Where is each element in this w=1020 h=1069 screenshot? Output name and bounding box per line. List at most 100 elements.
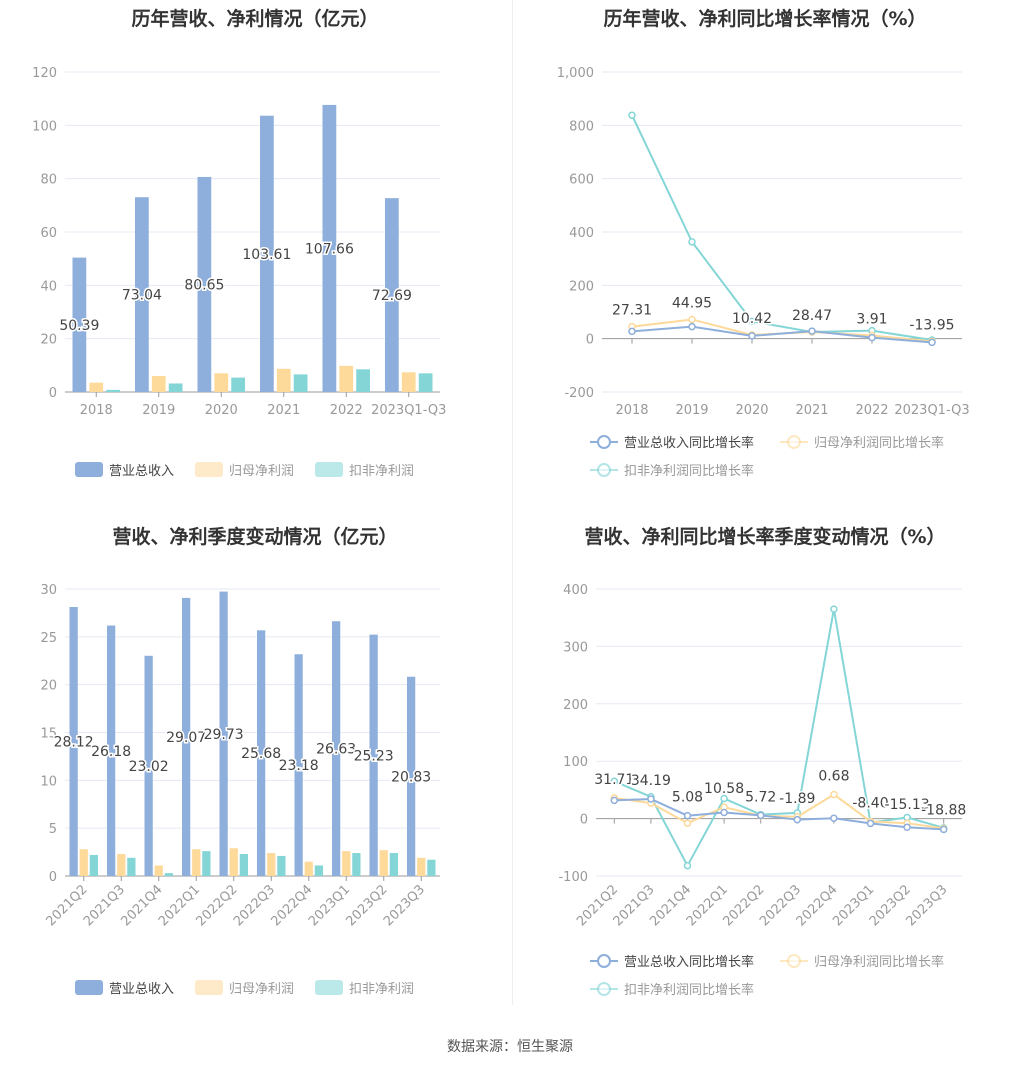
legend-marker-归母净利润同比增长率[interactable]: [787, 954, 801, 968]
x-tick-label: 2022: [330, 403, 363, 418]
legend-label-归母净利润[interactable]: 归母净利润: [229, 982, 294, 997]
line-data-label: -8.40: [852, 795, 888, 811]
x-tick-label: 2019: [142, 403, 175, 418]
point-营业总收入同比增长率: [756, 811, 765, 820]
point-扣非净利润同比增长率: [720, 794, 728, 803]
bar-归母净利润: [192, 849, 201, 876]
chart-title-quarterly-revenue: 营收、净利季度变动情况（亿元）: [112, 526, 398, 548]
bar-data-label: 72.69: [372, 288, 412, 304]
legend-swatch-营业总收入[interactable]: [75, 980, 103, 995]
line-data-label: 0.68: [818, 768, 849, 784]
y-tick-label: 5: [49, 822, 57, 837]
x-tick-label: 2018: [615, 403, 648, 418]
line-data-label: 5.08: [672, 790, 703, 806]
legend-label-扣非净利润同比增长率[interactable]: 扣非净利润同比增长率: [624, 463, 754, 479]
legend-marker-归母净利润同比增长率[interactable]: [787, 435, 801, 449]
point-营业总收入同比增长率: [610, 796, 619, 805]
x-tick-label: 2021: [795, 403, 828, 418]
line-data-label: 5.72: [745, 789, 776, 805]
legend-marker-营业总收入同比增长率[interactable]: [597, 954, 611, 968]
panel-divider: [512, 0, 513, 1005]
bar-扣非净利润: [352, 853, 361, 876]
legend-marker-扣非净利润同比增长率[interactable]: [597, 982, 611, 996]
legend-label-营业总收入同比增长率[interactable]: 营业总收入同比增长率: [624, 435, 754, 451]
legend-swatch-归母净利润[interactable]: [195, 980, 223, 995]
bar-营业总收入: [385, 198, 399, 392]
legend-label-营业总收入[interactable]: 营业总收入: [109, 464, 174, 479]
bar-扣非净利润: [293, 374, 308, 392]
x-tick-label: 2020: [735, 403, 768, 418]
y-tick-label: 30: [40, 583, 57, 598]
point-营业总收入同比增长率: [683, 811, 692, 820]
x-tick-label: 2020: [205, 403, 238, 418]
legend-swatch-扣非净利润[interactable]: [315, 462, 343, 477]
bar-归母净利润: [379, 850, 388, 876]
line-data-label: 44.95: [672, 295, 712, 311]
legend-marker-扣非净利润同比增长率[interactable]: [597, 463, 611, 477]
bar-扣非净利润: [427, 859, 436, 876]
legend-swatch-归母净利润[interactable]: [195, 462, 223, 477]
legend-label-扣非净利润[interactable]: 扣非净利润: [349, 982, 414, 997]
y-tick-label: 25: [40, 631, 57, 646]
bar-扣非净利润: [168, 383, 183, 392]
legend-swatch-营业总收入[interactable]: [75, 462, 103, 477]
line-data-label: 27.31: [612, 303, 652, 319]
legend-label-归母净利润同比增长率[interactable]: 归母净利润同比增长率: [814, 435, 944, 451]
point-营业总收入同比增长率: [688, 322, 696, 331]
point-营业总收入同比增长率: [628, 327, 636, 336]
legend-label-营业总收入同比增长率[interactable]: 营业总收入同比增长率: [624, 954, 754, 970]
y-tick-label: 100: [32, 119, 57, 134]
line-data-label: 34.19: [631, 773, 671, 789]
chart-title-quarterly-growth: 营收、净利同比增长率季度变动情况（%）: [584, 526, 946, 548]
bar-data-label: 23.18: [279, 758, 319, 774]
legend-swatch-扣非净利润[interactable]: [315, 980, 343, 995]
bar-营业总收入: [322, 104, 337, 392]
legend-label-营业总收入[interactable]: 营业总收入: [109, 982, 174, 997]
bar-归母净利润: [304, 861, 313, 876]
bar-营业总收入: [219, 591, 228, 876]
x-tick-label: 2022: [855, 403, 888, 418]
bar-扣非净利润: [356, 369, 370, 392]
legend-label-扣非净利润[interactable]: 扣非净利润: [349, 464, 414, 479]
point-扣非净利润同比增长率: [683, 861, 692, 870]
legend-marker-营业总收入同比增长率[interactable]: [597, 435, 611, 449]
bar-data-label: 26.63: [316, 742, 356, 758]
bar-data-label: 50.39: [59, 318, 99, 334]
x-tick-label: 2021: [267, 403, 300, 418]
point-营业总收入同比增长率: [720, 808, 728, 817]
legend-label-归母净利润同比增长率[interactable]: 归母净利润同比增长率: [814, 954, 944, 970]
y-tick-label: 60: [40, 226, 57, 241]
bar-营业总收入: [407, 676, 416, 876]
y-tick-label: 80: [40, 173, 57, 188]
point-营业总收入同比增长率: [939, 825, 948, 834]
y-tick-label: 400: [569, 226, 594, 241]
line-data-label: 28.47: [792, 308, 832, 324]
point-归母净利润同比增长率: [683, 819, 692, 827]
bar-营业总收入: [332, 621, 341, 876]
bar-归母净利润: [151, 376, 166, 392]
point-扣非净利润同比增长率: [688, 238, 696, 246]
legend-label-归母净利润[interactable]: 归母净利润: [229, 464, 294, 479]
y-tick-label: 120: [32, 66, 57, 81]
y-tick-label: 1,000: [557, 66, 594, 81]
line-data-label: -15.13: [885, 797, 930, 813]
y-tick-label: 400: [563, 583, 588, 598]
line-营业总收入同比增长率: [614, 797, 944, 831]
line-data-label: -1.89: [779, 791, 815, 807]
legend-label-扣非净利润同比增长率[interactable]: 扣非净利润同比增长率: [624, 982, 754, 998]
point-扣非净利润同比增长率: [830, 605, 838, 613]
y-tick-label: 15: [40, 727, 57, 742]
bar-data-label: 25.68: [241, 746, 281, 762]
point-营业总收入同比增长率: [793, 815, 802, 824]
bar-data-label: 107.66: [305, 241, 354, 257]
x-tick-label: 2019: [675, 403, 708, 418]
line-data-label: -13.95: [909, 317, 954, 333]
point-归母净利润同比增长率: [688, 315, 696, 324]
chart-title-annual-revenue: 历年营收、净利情况（亿元）: [131, 8, 379, 30]
bar-营业总收入: [197, 176, 212, 392]
line-data-label: -18.88: [921, 802, 966, 818]
bar-扣非净利润: [277, 855, 286, 876]
line-扣非净利润同比增长率: [613, 608, 944, 868]
bar-data-label: 80.65: [184, 277, 224, 293]
